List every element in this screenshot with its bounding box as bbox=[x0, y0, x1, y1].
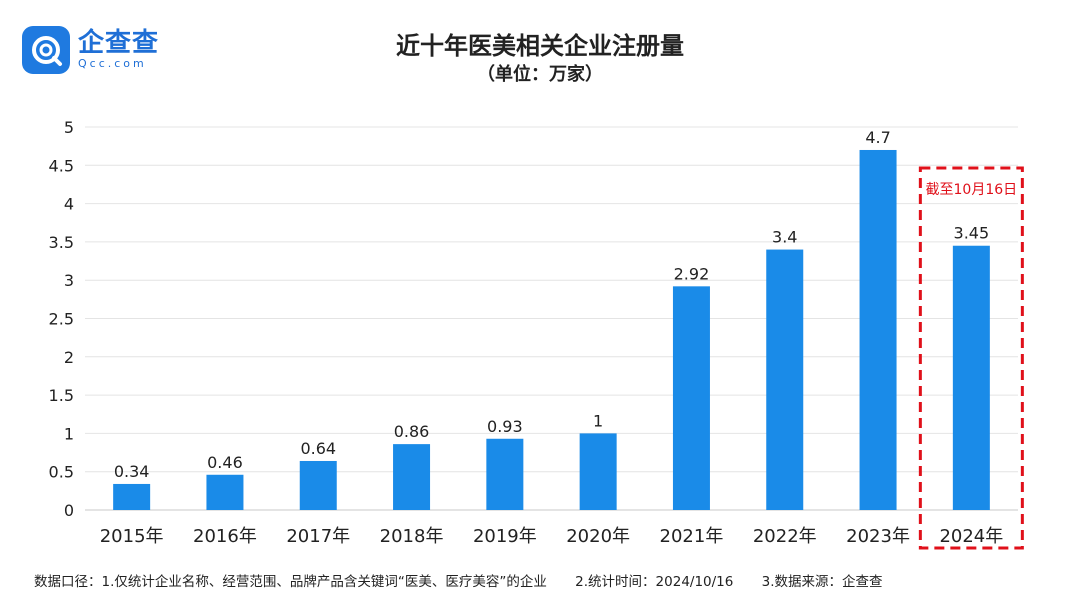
y-tick-label: 1 bbox=[64, 424, 74, 443]
bar bbox=[299, 460, 337, 510]
x-tick-label: 2024年 bbox=[939, 526, 1003, 547]
data-label: 0.64 bbox=[300, 439, 336, 458]
y-tick-label: 0 bbox=[64, 501, 74, 520]
data-label: 0.86 bbox=[394, 422, 430, 441]
bar bbox=[206, 474, 244, 510]
footnote: 数据口径：1.仅统计企业名称、经营范围、品牌产品含关键词“医美、医疗美容”的企业… bbox=[34, 570, 907, 590]
y-tick-label: 2 bbox=[64, 348, 74, 367]
x-tick-label: 2015年 bbox=[100, 526, 164, 547]
logo-name: 企查查 bbox=[78, 28, 160, 58]
data-label: 0.34 bbox=[114, 462, 150, 481]
data-label: 4.7 bbox=[865, 128, 890, 147]
chart-title: 近十年医美相关企业注册量 bbox=[396, 32, 684, 60]
data-label: 0.46 bbox=[207, 453, 243, 472]
x-tick-label: 2016年 bbox=[193, 526, 257, 547]
y-tick-label: 4 bbox=[64, 195, 74, 214]
footnote-caliber: 数据口径：1.仅统计企业名称、经营范围、品牌产品含关键词“医美、医疗美容”的企业 bbox=[34, 574, 547, 590]
y-tick-label: 0.5 bbox=[49, 463, 74, 482]
x-tick-label: 2019年 bbox=[473, 526, 537, 547]
qcc-logo-mark bbox=[22, 26, 70, 74]
y-tick-label: 3.5 bbox=[49, 233, 74, 252]
y-tick-label: 1.5 bbox=[49, 386, 74, 405]
y-tick-label: 3 bbox=[64, 271, 74, 290]
x-tick-label: 2017年 bbox=[286, 526, 350, 547]
data-label: 3.4 bbox=[772, 228, 797, 247]
bar bbox=[672, 286, 710, 510]
x-tick-label: 2022年 bbox=[753, 526, 817, 547]
data-label: 3.45 bbox=[954, 224, 990, 243]
x-tick-label: 2018年 bbox=[380, 526, 444, 547]
x-tick-label: 2023年 bbox=[846, 526, 910, 547]
highlight-note: 截至10月16日 bbox=[926, 182, 1018, 198]
data-label: 1 bbox=[593, 411, 603, 430]
y-tick-label: 2.5 bbox=[49, 310, 74, 329]
data-label: 2.92 bbox=[674, 264, 710, 283]
qcc-logo: 企查查 Qcc.com bbox=[22, 26, 159, 74]
data-label: 0.93 bbox=[487, 417, 523, 436]
bar bbox=[859, 149, 897, 511]
bar bbox=[766, 249, 804, 510]
bar bbox=[486, 438, 524, 510]
highlight-box bbox=[918, 166, 1024, 550]
bar bbox=[113, 483, 151, 510]
bar bbox=[393, 444, 431, 510]
chart-subtitle: （单位：万家） bbox=[477, 64, 603, 85]
y-tick-label: 4.5 bbox=[49, 156, 74, 175]
x-tick-label: 2020年 bbox=[566, 526, 630, 547]
bar-chart: 0 0.5 1 1.5 2 2.5 3 3.5 4 4.5 5 0.34 2015年 0.46 2016年 0… bbox=[49, 118, 1024, 550]
bar bbox=[952, 245, 990, 511]
y-tick-label: 5 bbox=[64, 118, 74, 137]
footnote-time: 2.统计时间：2024/10/16 bbox=[575, 574, 734, 590]
bar bbox=[579, 433, 617, 510]
qcc-logo-icon bbox=[32, 36, 62, 66]
logo-sub: Qcc.com bbox=[78, 57, 147, 70]
footnote-source: 3.数据来源：企查查 bbox=[761, 574, 883, 590]
x-tick-label: 2021年 bbox=[660, 526, 724, 547]
